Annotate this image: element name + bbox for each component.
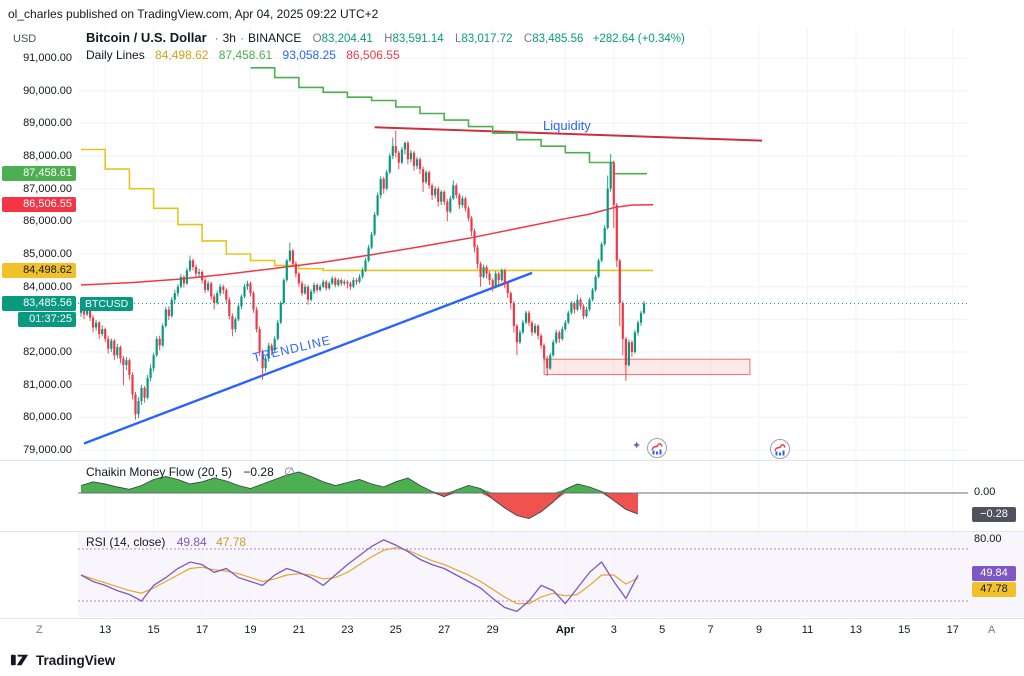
- time-tick-label: 5: [659, 624, 666, 636]
- low-label: L: [454, 33, 462, 45]
- time-tick-label: 23: [341, 624, 354, 636]
- time-tick-label: 21: [292, 624, 306, 636]
- time-tick-label: 7: [707, 624, 714, 636]
- price-level-badge: 83,485.56: [2, 296, 76, 311]
- cmf-value: −0.28: [243, 465, 274, 479]
- time-tick-label: 13: [849, 624, 863, 636]
- rsi-ma-badge: 47.78: [972, 582, 1016, 597]
- price-tick-label: 86,000.00: [23, 215, 72, 228]
- rsi-axis-top-label: 80.00: [974, 533, 1002, 545]
- bar-countdown-badge: 01:37:25: [18, 311, 76, 327]
- price-tick-label: 88,000.00: [23, 150, 72, 162]
- price-tick-label: 80,000.00: [23, 411, 72, 424]
- zone-box: [543, 358, 751, 376]
- sparkle-icon: ✦: [632, 440, 642, 452]
- time-tick-label: 11: [801, 624, 814, 636]
- rsi-title-text: RSI (14, close): [86, 535, 166, 549]
- symbol-chip: BTCUSD: [80, 296, 134, 311]
- open-value: 83,204.41: [321, 33, 373, 45]
- daily-overlay-lines: [80, 67, 654, 286]
- attribution-text: ol_charles published on TradingView.com,…: [8, 7, 379, 21]
- time-tick-label: 13: [99, 624, 112, 636]
- cmf-plot: [78, 471, 968, 519]
- high-label: H: [384, 33, 393, 45]
- candles: [79, 130, 646, 420]
- time-tick-label: 15: [898, 624, 911, 636]
- separator-dot: ·: [214, 31, 219, 45]
- symbol-title: Bitcoin / U.S. Dollar: [86, 30, 207, 45]
- price-tick-label: 87,000.00: [23, 182, 72, 195]
- daily-lines-label: Daily Lines: [86, 48, 145, 62]
- trend-drawings: [83, 126, 763, 445]
- tradingview-brand-text[interactable]: TradingView: [36, 652, 116, 668]
- price-tick-label: 82,000.00: [23, 346, 72, 358]
- time-tick-label: 17: [946, 624, 959, 636]
- time-tick-label: 3: [610, 624, 617, 636]
- daily-line-value-yellow: 84,498.62: [155, 48, 209, 62]
- time-tick-label: 25: [389, 624, 402, 636]
- time-tick-label: 17: [195, 624, 209, 636]
- cmf-value-badge: −0.28: [972, 507, 1016, 522]
- rsi-plot: [78, 539, 968, 613]
- exchange-label: BINANCE: [247, 31, 302, 45]
- price-axis-currency-label: USD: [13, 33, 37, 45]
- price-tick-label: 84,000.00: [23, 280, 72, 293]
- rsi-indicator-legend: RSI (14, close) 49.84 47.78: [86, 535, 246, 549]
- time-tick-label: 15: [147, 624, 160, 636]
- daily-line-value-red: 86,506.55: [346, 48, 400, 62]
- time-tick-label: Apr: [555, 624, 575, 636]
- price-tick-label: 90,000.00: [23, 84, 72, 97]
- separator-dot: ·: [239, 31, 244, 45]
- time-axis-edge-right: A: [988, 624, 996, 636]
- price-level-badge: 87,458.61: [2, 166, 76, 182]
- liquidity-drawing-label[interactable]: Liquidity: [543, 118, 591, 133]
- time-tick-label: 29: [486, 624, 499, 636]
- cmf-indicator-legend: Chaikin Money Flow (20, 5) −0.28 ∅: [86, 465, 295, 479]
- price-level-badge: 86,506.55: [2, 197, 76, 213]
- chart-legend: Bitcoin / U.S. Dollar · 3h · BINANCE O83,204…: [86, 30, 685, 45]
- panel-separators: [0, 460, 1024, 619]
- cmf-zero-axis-label: 0.00: [974, 486, 996, 498]
- time-tick-label: 27: [438, 624, 451, 636]
- price-tick-label: 89,000.00: [23, 117, 72, 130]
- time-axis[interactable]: Z A 13 15 17 19 21 23 25 27 29 Apr 3 5 7 9 11 13 15 17: [0, 618, 1024, 644]
- change-value: +282.64 (+0.34%): [592, 33, 685, 45]
- rsi-ma-value: 47.78: [216, 535, 247, 549]
- high-value: 83,591.14: [392, 33, 444, 45]
- time-axis-edge-left: Z: [36, 624, 43, 636]
- rsi-panel-tint: [78, 532, 1024, 617]
- close-label: C: [523, 33, 533, 45]
- empty-set-icon: ∅: [284, 465, 295, 479]
- low-value: 83,017.72: [461, 33, 513, 45]
- rsi-value: 49.84: [176, 535, 207, 549]
- interval-label: 3h: [222, 31, 236, 45]
- price-tick-label: 79,000.00: [23, 444, 72, 456]
- daily-line-value-blue: 93,058.25: [282, 48, 336, 62]
- open-label: O: [312, 33, 322, 45]
- sticker-icon[interactable]: [647, 438, 667, 458]
- rsi-value-badge: 49.84: [972, 566, 1016, 581]
- close-value: 83,485.56: [532, 33, 584, 45]
- daily-line-value-green: 87,458.61: [218, 48, 273, 62]
- time-tick-label: 9: [755, 624, 763, 636]
- price-level-badge: 84,498.62: [2, 262, 76, 278]
- time-tick-label: 19: [244, 624, 257, 636]
- sticker-icon[interactable]: [770, 439, 790, 459]
- price-tick-label: 85,000.00: [23, 248, 72, 260]
- daily-lines-legend: Daily Lines 84,498.62 87,458.61 93,058.2…: [86, 48, 400, 62]
- cmf-title-text: Chaikin Money Flow (20, 5): [86, 465, 233, 479]
- price-tick-label: 91,000.00: [23, 52, 72, 64]
- tradingview-logo-icon[interactable]: [10, 650, 30, 670]
- price-axis-badges: 87,458.61 86,506.55 84,498.62 83,485.56 01:3…: [0, 0, 78, 620]
- grid-lines: [78, 28, 968, 618]
- price-tick-label: 81,000.00: [23, 378, 72, 391]
- footer: TradingView: [10, 650, 115, 670]
